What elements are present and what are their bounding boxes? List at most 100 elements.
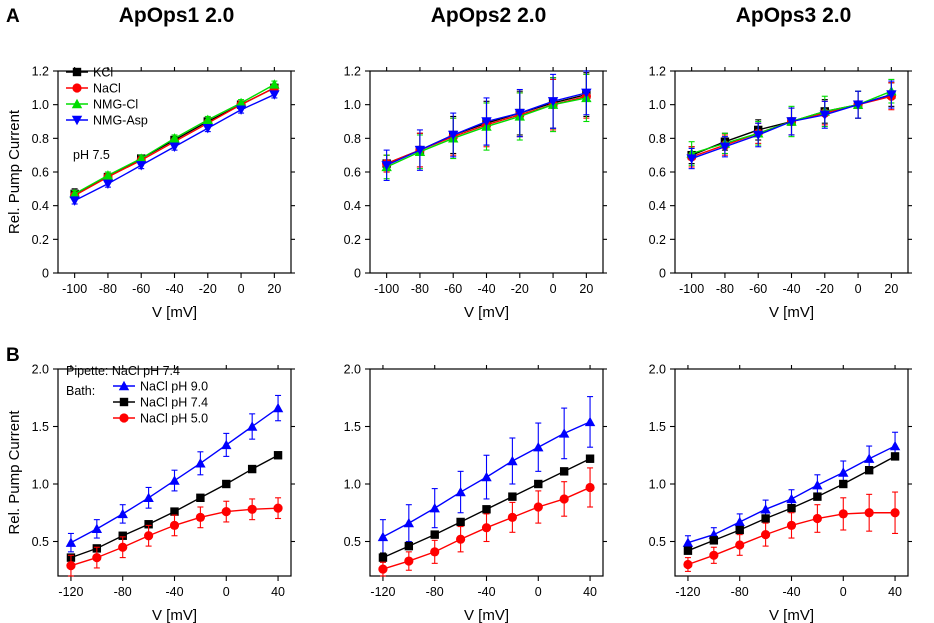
data-point bbox=[886, 90, 897, 100]
chart-b1: -120 -80 -40 0 40 0.5 1.0 1.5 2.0 V [mV] Rel. Pump… bbox=[6, 363, 295, 623]
y-tick-label: 0.2 bbox=[32, 233, 49, 247]
data-point bbox=[414, 145, 426, 156]
data-point bbox=[403, 517, 415, 528]
x-tick-label: -20 bbox=[199, 282, 217, 296]
data-point bbox=[735, 525, 744, 535]
y-tick-label: 0.4 bbox=[344, 199, 361, 213]
chart-a1: ApOps1 2.0 -100 -80 -60 -40 -20 0 20 0 0.2 0.4 0.6 0… bbox=[6, 4, 295, 321]
y-tick-label: 1.2 bbox=[32, 65, 49, 79]
data-point bbox=[117, 508, 128, 519]
data-point bbox=[378, 564, 388, 574]
data-point bbox=[683, 559, 693, 570]
legend-label: NMG-Asp bbox=[93, 114, 148, 128]
data-point bbox=[838, 467, 849, 477]
data-point bbox=[812, 513, 822, 524]
legend-marker bbox=[72, 67, 82, 77]
y-tick-label: 0.2 bbox=[344, 233, 361, 247]
data-point bbox=[581, 88, 592, 99]
x-axis-label: V [mV] bbox=[152, 607, 197, 623]
x-axis-label: V [mV] bbox=[769, 304, 814, 321]
y-tick-label: 1.5 bbox=[32, 420, 49, 434]
y-tick-label: 0.5 bbox=[649, 535, 666, 549]
y-tick-label: 2.0 bbox=[344, 363, 361, 377]
y-tick-label: 0 bbox=[354, 267, 361, 281]
x-tick-label: -80 bbox=[426, 585, 444, 599]
y-tick-label: 0.6 bbox=[32, 166, 49, 180]
x-axis-label: V [mV] bbox=[152, 304, 197, 321]
data-point bbox=[514, 108, 525, 119]
x-tick-label: -100 bbox=[374, 282, 399, 296]
x-tick-label: 0 bbox=[550, 282, 557, 296]
data-point bbox=[92, 553, 102, 563]
legend: KCl NaCl NMG-Cl NMG-Asp bbox=[66, 66, 148, 128]
data-point bbox=[169, 142, 180, 152]
x-tick-label: -40 bbox=[477, 282, 495, 296]
data-point bbox=[456, 534, 466, 544]
x-tick-label: 0 bbox=[855, 282, 862, 296]
y-tick-label: 1.0 bbox=[344, 478, 361, 492]
y-tick-label: 2.0 bbox=[649, 363, 666, 377]
data-point bbox=[136, 153, 147, 163]
series-nacl-ph-5-0 bbox=[66, 497, 283, 577]
series-nmg-asp bbox=[69, 90, 280, 206]
series-nacl-ph-5-0 bbox=[378, 467, 595, 577]
x-tick-label: -20 bbox=[511, 282, 529, 296]
data-point bbox=[683, 546, 693, 555]
y-axis-label: Rel. Pump Current bbox=[6, 109, 23, 234]
data-point bbox=[195, 512, 205, 522]
x-tick-label: 40 bbox=[271, 585, 285, 599]
y-tick-label: 1.0 bbox=[32, 478, 49, 492]
legend-label: NaCl pH 7.4 bbox=[140, 396, 208, 410]
data-point bbox=[533, 502, 543, 512]
data-point bbox=[404, 541, 414, 551]
data-point bbox=[273, 451, 283, 460]
chart-title: ApOps2 2.0 bbox=[431, 4, 547, 27]
data-point bbox=[235, 97, 247, 108]
chart-title: ApOps1 2.0 bbox=[119, 4, 235, 27]
data-point bbox=[456, 517, 465, 527]
y-tick-label: 0.8 bbox=[649, 132, 666, 146]
data-point bbox=[839, 479, 848, 489]
data-point bbox=[430, 530, 439, 539]
data-point bbox=[273, 503, 283, 513]
chart-b2: -120 -80 -40 0 40 0.5 1.0 1.5 2.0 V [mV] bbox=[344, 363, 607, 623]
x-tick-label: 0 bbox=[535, 585, 542, 599]
legend: NaCl pH 9.0 NaCl pH 7.4 NaCl pH 5.0 bbox=[113, 380, 208, 426]
data-point bbox=[136, 161, 147, 171]
data-point bbox=[482, 505, 491, 514]
data-point bbox=[102, 179, 114, 189]
x-axis-label: V [mV] bbox=[769, 607, 814, 623]
y-tick-label: 1.0 bbox=[649, 98, 666, 112]
x-tick-label: -100 bbox=[62, 282, 87, 296]
data-point bbox=[455, 486, 466, 497]
x-tick-label: 0 bbox=[223, 585, 230, 599]
data-point bbox=[235, 105, 247, 115]
y-axis-label: Rel. Pump Current bbox=[6, 410, 23, 535]
data-point bbox=[507, 455, 518, 466]
data-point bbox=[169, 475, 180, 485]
data-point bbox=[753, 130, 764, 141]
data-point bbox=[585, 454, 595, 463]
x-tick-label: -80 bbox=[114, 585, 132, 599]
series-nacl-ph-9-0 bbox=[65, 394, 284, 553]
data-point bbox=[202, 114, 213, 125]
annotation-bath: Bath: bbox=[66, 384, 95, 398]
legend-label: NaCl pH 5.0 bbox=[140, 412, 208, 426]
data-point bbox=[734, 516, 745, 527]
data-point bbox=[585, 482, 595, 493]
x-tick-label: -60 bbox=[749, 282, 767, 296]
data-point bbox=[838, 509, 848, 519]
y-tick-label: 1.5 bbox=[344, 420, 361, 434]
data-point bbox=[812, 479, 823, 490]
data-point bbox=[719, 142, 731, 152]
data-point bbox=[534, 479, 543, 489]
x-tick-label: -60 bbox=[132, 282, 150, 296]
data-point bbox=[686, 154, 697, 164]
data-point bbox=[118, 531, 127, 540]
data-point bbox=[222, 479, 231, 489]
data-point bbox=[170, 507, 179, 516]
y-tick-label: 1.0 bbox=[649, 478, 666, 492]
x-tick-label: -100 bbox=[679, 282, 704, 296]
x-tick-label: -80 bbox=[716, 282, 734, 296]
y-tick-label: 2.0 bbox=[32, 363, 49, 377]
